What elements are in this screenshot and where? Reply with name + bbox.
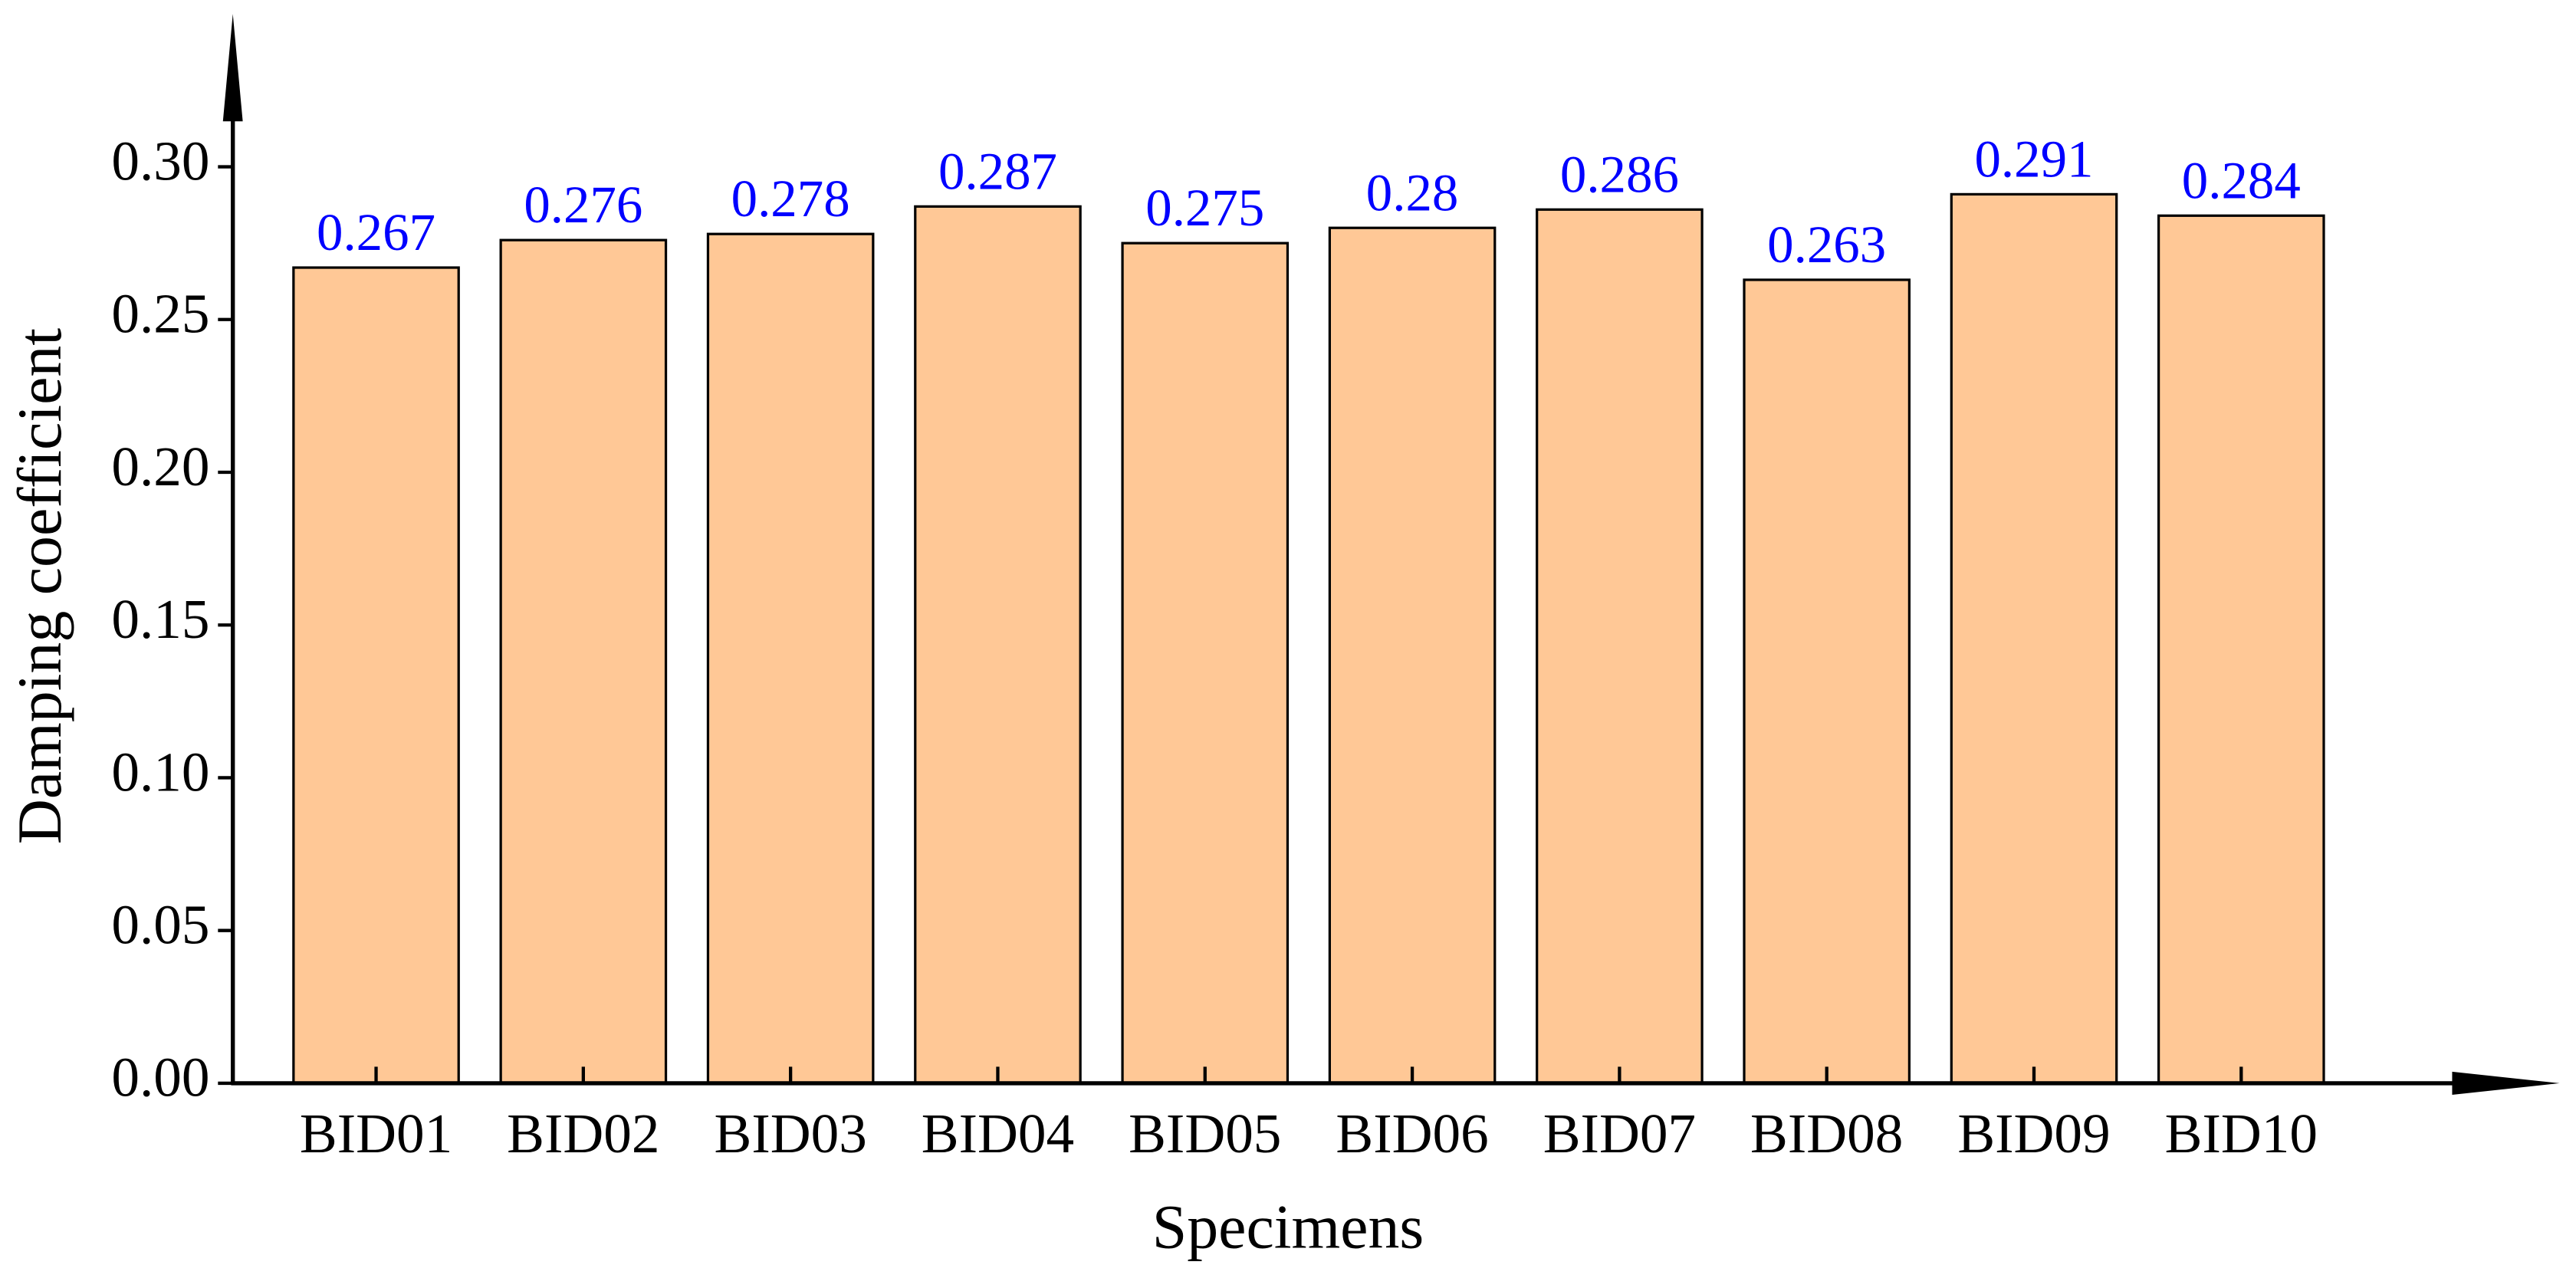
x-tick-label: BID03 bbox=[714, 1102, 866, 1165]
bar bbox=[1950, 192, 2118, 1085]
bar bbox=[292, 266, 460, 1085]
value-label: 0.28 bbox=[1366, 163, 1459, 222]
y-tick-label: 0.00 bbox=[111, 1046, 209, 1109]
bar bbox=[1536, 208, 1704, 1085]
y-tick-label: 0.10 bbox=[111, 741, 209, 803]
value-label: 0.275 bbox=[1145, 179, 1264, 237]
x-tick-label: BID04 bbox=[922, 1102, 1074, 1165]
value-label: 0.284 bbox=[2182, 151, 2301, 209]
y-axis-title: Damping coefficient bbox=[5, 328, 74, 845]
x-tick-label: BID06 bbox=[1336, 1102, 1488, 1165]
value-label: 0.267 bbox=[317, 203, 435, 261]
y-tick-label: 0.05 bbox=[111, 894, 209, 956]
value-label: 0.291 bbox=[1974, 130, 2093, 188]
x-axis-arrow bbox=[2452, 1071, 2560, 1095]
bar bbox=[2157, 214, 2325, 1085]
bar bbox=[1121, 242, 1290, 1085]
value-label: 0.276 bbox=[524, 176, 642, 234]
x-tick-label: BID01 bbox=[300, 1102, 452, 1165]
x-axis-title: Specimens bbox=[1152, 1192, 1424, 1262]
bar bbox=[1743, 278, 1911, 1085]
value-label: 0.278 bbox=[731, 169, 850, 228]
value-label: 0.286 bbox=[1560, 145, 1679, 203]
x-tick-label: BID09 bbox=[1957, 1102, 2110, 1165]
x-tick-label: BID10 bbox=[2165, 1102, 2318, 1165]
bar bbox=[499, 238, 668, 1085]
y-tick-label: 0.25 bbox=[111, 283, 209, 345]
y-axis-arrow bbox=[222, 14, 243, 122]
y-tick-label: 0.30 bbox=[111, 130, 209, 192]
bar bbox=[914, 205, 1082, 1085]
x-tick-label: BID02 bbox=[507, 1102, 659, 1165]
x-tick-label: BID07 bbox=[1543, 1102, 1696, 1165]
value-label: 0.287 bbox=[938, 142, 1057, 200]
x-tick-label: BID08 bbox=[1750, 1102, 1903, 1165]
y-tick-label: 0.20 bbox=[111, 435, 209, 498]
x-tick-label: BID05 bbox=[1129, 1102, 1281, 1165]
bar bbox=[1328, 226, 1497, 1085]
y-tick-label: 0.15 bbox=[111, 588, 209, 650]
value-label: 0.263 bbox=[1767, 215, 1886, 274]
bar bbox=[706, 232, 875, 1085]
